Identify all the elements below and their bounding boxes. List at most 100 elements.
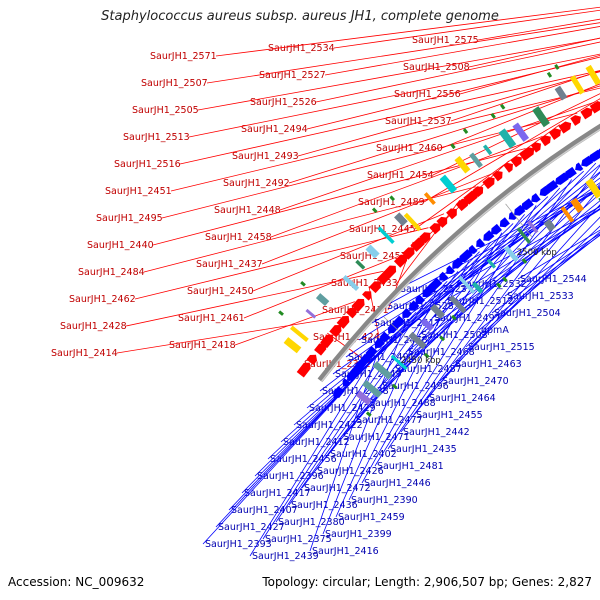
forward-gene-label[interactable]: SaurJH1_2575	[412, 35, 479, 46]
feature-bar[interactable]	[365, 244, 380, 259]
forward-gene-label[interactable]: SaurJH1_2462	[69, 294, 136, 305]
green-marker[interactable]	[389, 195, 396, 202]
forward-gene-label[interactable]: SaurJH1_2527	[259, 70, 326, 81]
reverse-gene[interactable]	[497, 217, 510, 229]
feature-bar[interactable]	[394, 212, 408, 227]
reverse-gene-label[interactable]: SaurJH1_2487	[395, 364, 462, 375]
feature-bar[interactable]	[471, 281, 484, 294]
reverse-gene[interactable]	[437, 271, 449, 284]
forward-gene[interactable]	[530, 140, 544, 153]
forward-gene-label[interactable]: SaurJH1_2507	[141, 78, 208, 89]
forward-gene-label[interactable]: SaurJH1_2513	[123, 132, 190, 143]
reverse-gene[interactable]	[562, 166, 577, 181]
feature-bar[interactable]	[342, 274, 360, 292]
green-marker[interactable]	[391, 383, 398, 390]
feature-bar[interactable]	[585, 64, 600, 86]
forward-gene-label[interactable]: SaurJH1_2461	[178, 313, 245, 324]
forward-gene[interactable]	[336, 313, 352, 329]
forward-gene[interactable]	[296, 360, 314, 378]
feature-bar[interactable]	[512, 122, 530, 142]
reverse-gene-label[interactable]: SaurJH1_2436	[291, 500, 358, 511]
green-marker[interactable]	[371, 207, 378, 214]
reverse-gene-label[interactable]: SaurJH1_2472	[304, 483, 371, 494]
reverse-gene-label[interactable]: SaurJH1_2402	[330, 449, 397, 460]
reverse-gene[interactable]	[474, 238, 486, 250]
feature-bar[interactable]	[482, 144, 493, 156]
forward-gene-label[interactable]: SaurJH1_2392	[304, 359, 371, 370]
reverse-gene[interactable]	[450, 257, 464, 272]
forward-gene[interactable]	[510, 154, 525, 168]
feature-bar[interactable]	[315, 293, 330, 307]
reverse-gene[interactable]	[413, 294, 426, 307]
forward-gene[interactable]	[549, 126, 563, 140]
reverse-gene-label[interactable]: SaurJH1_2399	[325, 529, 392, 540]
reverse-gene-label[interactable]: SaurJH1_2412	[283, 437, 350, 448]
forward-gene-label[interactable]: SaurJH1_2537	[385, 116, 452, 127]
forward-gene[interactable]	[558, 119, 573, 134]
reverse-gene[interactable]	[444, 265, 455, 276]
forward-gene[interactable]	[376, 268, 394, 285]
forward-gene-label[interactable]: SaurJH1_2495	[96, 213, 163, 224]
green-marker[interactable]	[490, 112, 496, 119]
feature-bar[interactable]	[362, 379, 383, 398]
feature-bar[interactable]	[469, 152, 483, 169]
reverse-gene-label[interactable]: SaurJH1_2435	[390, 444, 457, 455]
reverse-gene-label[interactable]: SaurJH1_2481	[377, 461, 444, 472]
forward-gene-label[interactable]: SaurJH1_2493	[232, 151, 299, 162]
reverse-gene-label[interactable]: SaurJH1_2463	[455, 359, 522, 370]
forward-gene[interactable]	[351, 296, 367, 313]
reverse-gene-label[interactable]: SaurJH1_2426	[317, 466, 384, 477]
green-marker[interactable]	[300, 281, 306, 287]
feature-bar[interactable]	[570, 197, 585, 214]
forward-gene[interactable]	[345, 305, 359, 319]
forward-gene[interactable]	[369, 278, 384, 294]
forward-gene[interactable]	[429, 220, 443, 235]
forward-gene[interactable]	[436, 214, 450, 228]
forward-gene-label[interactable]: SaurJH1_2492	[223, 178, 290, 189]
feature-bar[interactable]	[569, 75, 585, 95]
forward-gene[interactable]	[482, 175, 497, 190]
reverse-gene-label[interactable]: SaurJH1_2468	[408, 347, 475, 358]
forward-gene-label[interactable]: SaurJH1_2460	[376, 143, 443, 154]
reverse-gene-label[interactable]: SaurJH1_2503	[421, 330, 488, 341]
reverse-gene[interactable]	[466, 244, 478, 257]
feature-bar[interactable]	[543, 218, 556, 232]
feature-bar[interactable]	[503, 245, 519, 263]
forward-gene-label[interactable]: SaurJH1_2414	[51, 348, 118, 359]
reverse-gene[interactable]	[385, 322, 399, 336]
reverse-gene[interactable]	[506, 211, 517, 223]
reverse-gene-label[interactable]: SaurJH1_2416	[312, 546, 379, 557]
feature-bar[interactable]	[585, 178, 600, 199]
green-marker[interactable]	[278, 310, 284, 316]
feature-bar[interactable]	[305, 308, 317, 319]
forward-gene-label[interactable]: SaurJH1_2454	[367, 170, 434, 181]
green-marker[interactable]	[554, 64, 560, 70]
feature-bar[interactable]	[283, 337, 302, 354]
reverse-gene-label[interactable]: SaurJH1_2488	[369, 398, 436, 409]
forward-gene-label[interactable]: SaurJH1_2534	[268, 43, 335, 54]
reverse-gene[interactable]	[340, 378, 351, 389]
forward-gene-label[interactable]: SaurJH1_2450	[187, 286, 254, 297]
forward-gene-label[interactable]: SaurJH1_2516	[114, 159, 181, 170]
green-marker[interactable]	[500, 103, 506, 110]
feature-bar[interactable]	[448, 295, 467, 314]
forward-gene[interactable]	[580, 106, 595, 120]
forward-gene-label[interactable]: SaurJH1_2448	[214, 205, 281, 216]
reverse-gene-label[interactable]: gpmA	[481, 325, 509, 336]
reverse-gene-label[interactable]: SaurJH1_2464	[429, 393, 496, 404]
forward-gene[interactable]	[402, 245, 417, 260]
forward-gene[interactable]	[419, 230, 433, 244]
forward-gene-label[interactable]: SaurJH1_2433	[331, 278, 398, 289]
feature-bar[interactable]	[498, 128, 517, 149]
reverse-gene-label[interactable]: SaurJH1_2439	[252, 551, 319, 562]
reverse-gene-label[interactable]: SaurJH1_2390	[351, 495, 418, 506]
reverse-gene[interactable]	[543, 179, 559, 194]
feature-bar[interactable]	[560, 206, 575, 223]
reverse-gene-label[interactable]: SaurJH1_2396	[257, 471, 324, 482]
reverse-gene-label[interactable]: SaurJH1_2380	[278, 517, 345, 528]
reverse-gene-label[interactable]: SaurJH1_2515	[468, 342, 535, 353]
reverse-gene-label[interactable]: SaurJH1_2393	[205, 539, 272, 550]
feature-bar[interactable]	[372, 361, 393, 380]
feature-bar[interactable]	[554, 85, 568, 101]
